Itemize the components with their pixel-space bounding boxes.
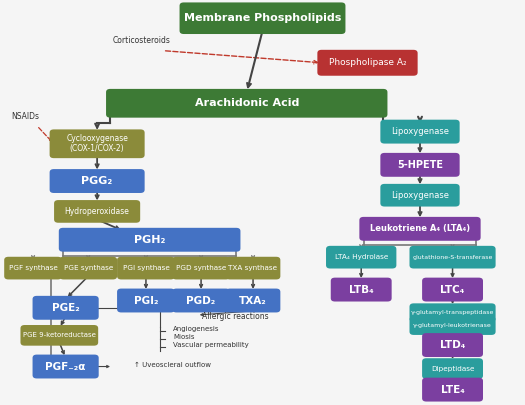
Text: Cyclooxygenase
(COX-1/COX-2): Cyclooxygenase (COX-1/COX-2) <box>66 134 128 153</box>
Text: PGF synthase: PGF synthase <box>8 265 58 271</box>
FancyBboxPatch shape <box>54 200 140 223</box>
Text: Arachidonic Acid: Arachidonic Acid <box>195 98 299 108</box>
Text: ↑ Uveoscleral outflow: ↑ Uveoscleral outflow <box>134 362 211 367</box>
Text: Corticosteroids: Corticosteroids <box>113 36 171 45</box>
FancyBboxPatch shape <box>59 257 117 279</box>
FancyBboxPatch shape <box>326 246 396 269</box>
Text: LTD₄: LTD₄ <box>440 340 465 350</box>
Text: Hydroperoxidase: Hydroperoxidase <box>65 207 130 216</box>
Text: Membrane Phospholipids: Membrane Phospholipids <box>184 13 341 23</box>
Text: LTB₄: LTB₄ <box>349 285 373 294</box>
Text: Angiogenesis: Angiogenesis <box>173 326 220 332</box>
FancyBboxPatch shape <box>422 377 483 402</box>
Text: γ-glutamyl-transpeptidase: γ-glutamyl-transpeptidase <box>411 310 494 315</box>
FancyBboxPatch shape <box>380 119 460 144</box>
Text: PGE₂: PGE₂ <box>52 303 79 313</box>
FancyBboxPatch shape <box>317 50 417 76</box>
FancyBboxPatch shape <box>422 278 483 301</box>
FancyBboxPatch shape <box>49 130 144 158</box>
FancyBboxPatch shape <box>410 303 496 322</box>
Text: Dipeptidase: Dipeptidase <box>431 366 474 371</box>
FancyBboxPatch shape <box>33 296 99 320</box>
Text: Miosis: Miosis <box>173 334 195 340</box>
Text: LTC₄: LTC₄ <box>440 285 465 294</box>
FancyBboxPatch shape <box>331 278 392 301</box>
FancyBboxPatch shape <box>117 288 175 313</box>
FancyBboxPatch shape <box>172 257 230 279</box>
Text: PGI₂: PGI₂ <box>134 296 158 305</box>
Text: PGE synthase: PGE synthase <box>64 265 113 271</box>
Text: LTE₄: LTE₄ <box>440 385 465 394</box>
FancyBboxPatch shape <box>106 89 387 117</box>
FancyBboxPatch shape <box>226 257 280 279</box>
FancyBboxPatch shape <box>422 333 483 357</box>
Text: PGG₂: PGG₂ <box>81 176 113 186</box>
FancyBboxPatch shape <box>180 2 345 34</box>
Text: PGE 9-ketoreductase: PGE 9-ketoreductase <box>23 333 96 338</box>
Text: PGH₂: PGH₂ <box>134 235 165 245</box>
FancyBboxPatch shape <box>226 288 280 313</box>
Text: Phospholipase A₂: Phospholipase A₂ <box>329 58 406 67</box>
Text: PGD synthase: PGD synthase <box>176 265 226 271</box>
FancyBboxPatch shape <box>117 257 175 279</box>
FancyBboxPatch shape <box>380 153 460 177</box>
Text: PGD₂: PGD₂ <box>186 296 216 305</box>
FancyBboxPatch shape <box>380 184 460 207</box>
Text: PGI synthase: PGI synthase <box>122 265 170 271</box>
FancyBboxPatch shape <box>410 316 496 335</box>
FancyBboxPatch shape <box>422 358 483 379</box>
Text: TXA synthase: TXA synthase <box>228 265 278 271</box>
Text: Lipoxygenase: Lipoxygenase <box>391 191 449 200</box>
Text: TXA₂: TXA₂ <box>239 296 267 305</box>
Text: 5-HPETE: 5-HPETE <box>397 160 443 170</box>
Text: Vascular permeability: Vascular permeability <box>173 342 249 348</box>
FancyBboxPatch shape <box>59 228 240 252</box>
Text: Leukotriene A₄ (LTA₄): Leukotriene A₄ (LTA₄) <box>370 224 470 233</box>
FancyBboxPatch shape <box>33 355 99 378</box>
Text: glutathione-S-transferase: glutathione-S-transferase <box>412 255 493 260</box>
Text: Lipoxygenase: Lipoxygenase <box>391 127 449 136</box>
FancyBboxPatch shape <box>359 217 481 241</box>
Text: LTA₄ Hydrolase: LTA₄ Hydrolase <box>334 254 388 260</box>
Text: γ-glutamyl-leukotrienase: γ-glutamyl-leukotrienase <box>413 323 492 328</box>
Text: PGF₋₂α: PGF₋₂α <box>46 362 86 371</box>
Text: Allergic reactions: Allergic reactions <box>202 312 269 321</box>
FancyBboxPatch shape <box>4 257 62 279</box>
FancyBboxPatch shape <box>172 288 230 313</box>
FancyBboxPatch shape <box>49 169 144 193</box>
FancyBboxPatch shape <box>410 246 496 269</box>
Text: NSAIDs: NSAIDs <box>12 113 39 121</box>
FancyBboxPatch shape <box>20 325 98 346</box>
